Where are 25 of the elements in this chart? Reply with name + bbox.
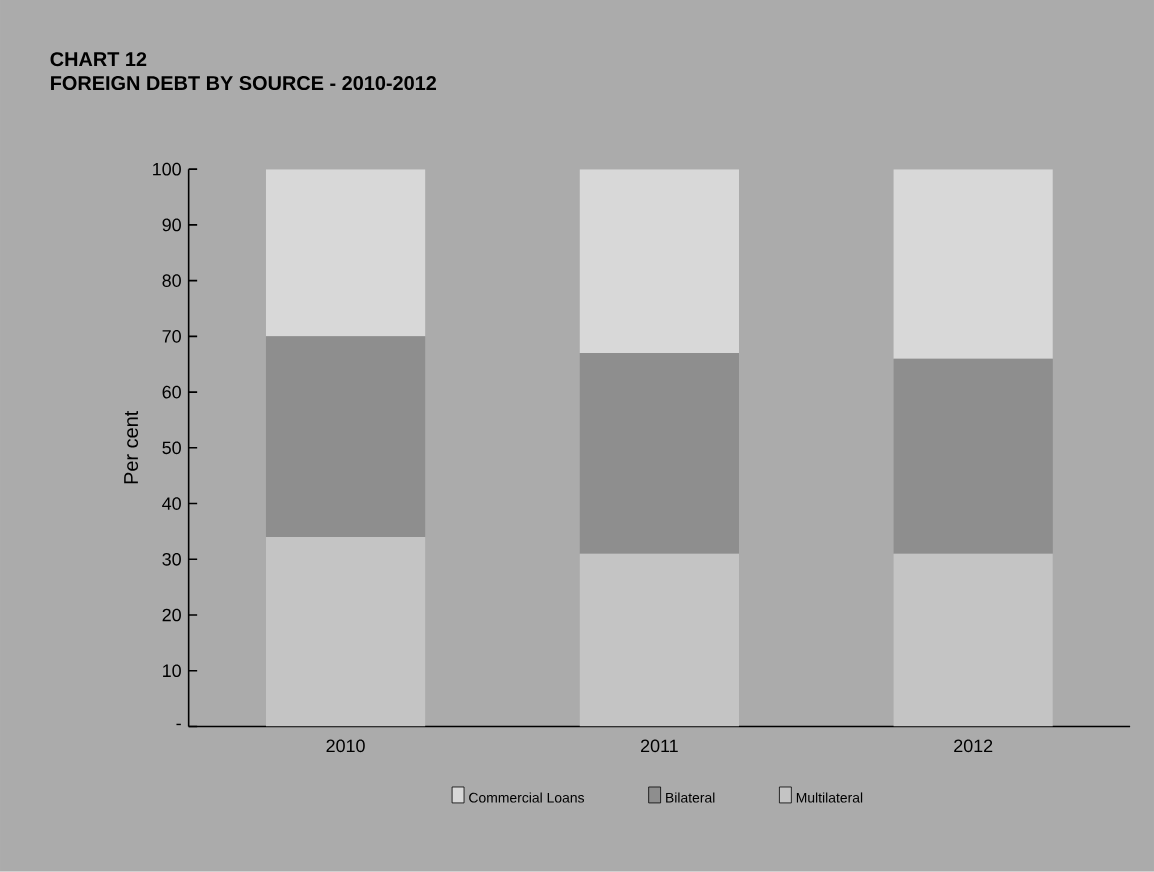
bar: [265, 336, 426, 538]
y-tick-label: -: [176, 723, 181, 726]
bar: [893, 169, 1053, 359]
y-tick-label: 70: [162, 330, 181, 343]
y-tick-label: 20: [162, 608, 181, 622]
y-tick-label: 10: [163, 664, 181, 678]
bar: [579, 169, 739, 354]
y-tick-label: 60: [162, 385, 181, 399]
y-tick-label: 30: [162, 553, 181, 566]
y-tick-label: 80: [162, 274, 181, 288]
y-tick-label: 50: [162, 441, 181, 455]
x-tick-label: 2011: [641, 739, 678, 753]
bar: [893, 358, 1053, 554]
x-tick-label: 2012: [954, 739, 993, 753]
bar: [265, 169, 426, 337]
y-tick-label: 40: [162, 497, 181, 510]
chart-title: CHART 12 FOREIGN DEBT BY SOURCE - 2010-2012: [50, 52, 437, 91]
y-axis-title: Per cent: [124, 411, 139, 484]
bar: [893, 553, 1053, 727]
y-tick-label: 90: [162, 218, 181, 232]
y-tick-label: 100: [153, 162, 181, 176]
x-tick-label: 2010: [326, 739, 365, 753]
bar: [265, 537, 426, 727]
bar: [579, 353, 739, 554]
bar: [579, 553, 739, 727]
